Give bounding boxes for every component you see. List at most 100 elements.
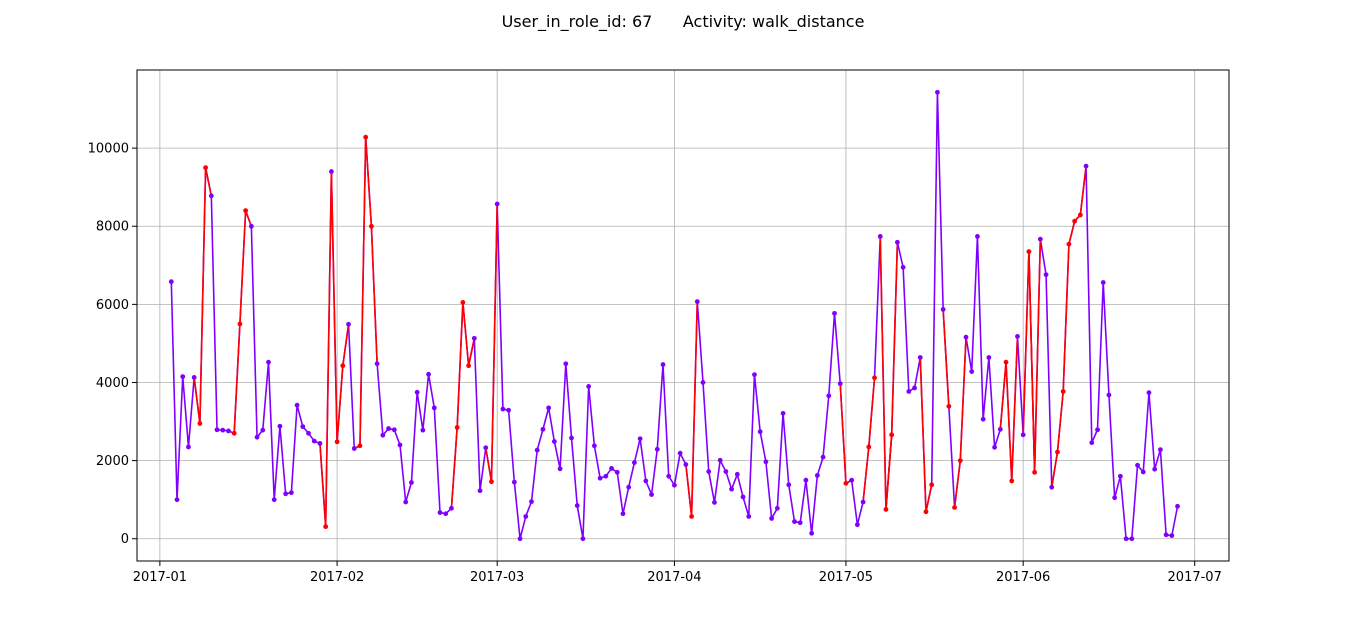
y-tick-label: 6000: [96, 298, 129, 313]
data-point: [1175, 503, 1180, 509]
data-point-highlight: [237, 321, 243, 327]
data-point: [1100, 280, 1106, 285]
data-point: [277, 423, 283, 429]
data-point: [877, 234, 883, 239]
data-point: [283, 491, 289, 497]
data-point-highlight: [1032, 469, 1038, 475]
data-point: [826, 393, 832, 399]
data-point: [626, 484, 632, 490]
series-line-highlight: [330, 171, 338, 442]
data-point-highlight: [923, 509, 929, 515]
y-tick-label: 4000: [96, 376, 129, 391]
data-point: [895, 239, 900, 245]
data-point-highlight: [1009, 478, 1015, 484]
series-line-highlight: [919, 357, 933, 513]
data-point: [1163, 532, 1169, 538]
series-line-highlight: [1028, 239, 1042, 474]
data-point: [214, 427, 220, 433]
data-point-highlight: [203, 165, 209, 171]
data-point: [529, 499, 534, 505]
x-tick-label: 2017-02: [310, 570, 364, 585]
data-point: [717, 457, 723, 463]
data-point: [346, 321, 351, 327]
data-point: [534, 447, 540, 453]
data-point: [1043, 272, 1049, 278]
data-point: [174, 497, 180, 503]
data-point: [900, 264, 906, 270]
data-point-highlight: [231, 430, 237, 436]
chart-title: User_in_role_id: 67 Activity: walk_dista…: [502, 12, 865, 32]
data-point: [660, 362, 666, 367]
y-tick-label: 2000: [96, 454, 129, 469]
data-point-highlight: [357, 443, 363, 449]
data-point-highlight: [454, 425, 460, 430]
series-line-highlight: [942, 309, 950, 407]
data-point: [294, 402, 300, 408]
x-tick-label: 2017-01: [133, 570, 187, 585]
data-point: [517, 536, 523, 542]
data-point: [306, 430, 311, 436]
grid-lines: [137, 70, 1229, 561]
data-point: [917, 355, 923, 360]
data-point: [426, 371, 431, 377]
data-point: [649, 492, 654, 497]
data-point: [351, 446, 357, 451]
data-point-highlight: [334, 439, 340, 445]
data-point: [940, 307, 946, 312]
series-line-highlight: [1022, 250, 1036, 473]
data-point: [431, 405, 437, 411]
data-point: [860, 499, 866, 505]
data-series: [168, 89, 1180, 542]
data-point-highlight: [466, 363, 471, 369]
data-point-highlight: [489, 479, 494, 485]
data-point: [551, 439, 557, 444]
data-point: [849, 477, 855, 483]
data-point: [963, 334, 969, 340]
data-point: [666, 473, 672, 479]
data-point: [1146, 390, 1152, 396]
data-point: [403, 499, 409, 505]
data-point-highlight: [460, 300, 466, 305]
data-point-highlight: [1060, 389, 1066, 394]
series-line-highlight: [484, 203, 498, 483]
data-point: [374, 361, 380, 367]
data-point-highlight: [952, 505, 957, 510]
x-tick-label: 2017-03: [470, 570, 524, 585]
data-point: [449, 505, 454, 511]
data-point: [769, 516, 775, 521]
series-line-highlight: [336, 324, 350, 442]
data-point: [700, 380, 706, 385]
series-line-highlight: [193, 166, 213, 425]
data-point: [746, 514, 752, 519]
data-point: [226, 428, 231, 434]
series-line-highlight: [685, 301, 699, 518]
data-point: [220, 427, 226, 433]
data-point: [271, 497, 277, 503]
data-point: [1083, 163, 1089, 169]
data-point: [1112, 495, 1118, 501]
data-point: [591, 443, 597, 449]
data-point: [409, 480, 414, 485]
data-point-highlight: [866, 444, 872, 450]
data-point: [637, 436, 643, 442]
data-point: [1123, 536, 1129, 542]
series-line-highlight: [953, 337, 967, 508]
y-tick-label: 0: [121, 532, 129, 547]
data-point-highlight: [369, 223, 374, 229]
data-point: [586, 384, 592, 389]
data-point: [740, 494, 746, 500]
series-line-highlight: [1005, 336, 1019, 482]
data-point-highlight: [929, 482, 935, 488]
x-tick-label: 2017-06: [996, 570, 1050, 585]
data-point: [757, 429, 763, 435]
data-point: [208, 193, 214, 199]
data-point: [328, 169, 334, 174]
data-point: [248, 223, 254, 229]
data-point: [912, 385, 917, 391]
data-point: [397, 442, 403, 448]
data-point: [260, 427, 266, 433]
data-point: [477, 488, 483, 494]
data-point: [712, 500, 717, 505]
data-point: [506, 407, 512, 413]
data-point: [780, 410, 786, 416]
